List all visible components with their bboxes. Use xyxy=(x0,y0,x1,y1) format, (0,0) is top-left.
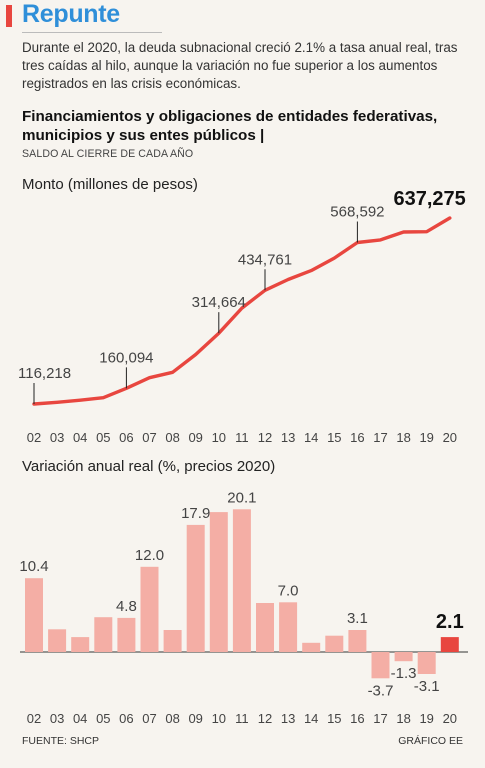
bar-x-tick: 15 xyxy=(327,711,341,726)
bar-02 xyxy=(25,578,43,652)
bar-10 xyxy=(209,512,228,652)
line-data-label: 314,664 xyxy=(192,294,246,311)
line-data-label: 568,592 xyxy=(330,204,384,221)
bar-data-label: 20.1 xyxy=(227,489,256,506)
bar-05 xyxy=(94,617,113,652)
bar-chart-title: Variación anual real (%, precios 2020) xyxy=(22,458,276,475)
bar-data-label: 4.8 xyxy=(116,598,137,615)
line-x-tick: 11 xyxy=(235,430,249,445)
line-data-label: 434,761 xyxy=(238,251,292,268)
intro-text: Durante el 2020, la deuda subnacional cr… xyxy=(22,40,458,91)
line-x-tick: 09 xyxy=(188,430,202,445)
line-series xyxy=(32,216,452,406)
line-x-tick: 20 xyxy=(443,430,457,445)
line-x-tick: 12 xyxy=(258,430,272,445)
bar-x-tick: 05 xyxy=(96,711,110,726)
line-x-tick: 08 xyxy=(165,430,179,445)
accent-bar xyxy=(6,5,12,27)
bar-08 xyxy=(163,630,182,652)
bar-x-tick: 14 xyxy=(304,711,318,726)
graphic-credit: GRÁFICO EE xyxy=(398,735,463,747)
line-x-tick: 14 xyxy=(304,430,318,445)
bar-07 xyxy=(140,566,159,652)
line-x-tick: 13 xyxy=(281,430,295,445)
bar-data-label: 10.4 xyxy=(19,558,48,575)
chart-title: Financiamientos y obligaciones de entida… xyxy=(22,108,438,144)
bar-x-tick: 07 xyxy=(142,711,156,726)
line-data-label: 116,218 xyxy=(18,365,71,382)
bar-x-tick: 10 xyxy=(212,711,226,726)
bar-data-label: 7.0 xyxy=(278,582,299,599)
bar-03 xyxy=(48,629,67,652)
bar-x-tick: 09 xyxy=(188,711,202,726)
bar-12 xyxy=(256,603,274,652)
bar-x-tick: 03 xyxy=(50,711,64,726)
bar-11 xyxy=(232,509,251,652)
bar-x-tick: 04 xyxy=(73,711,87,726)
line-x-tick: 04 xyxy=(73,430,87,445)
line-x-tick: 02 xyxy=(27,430,41,445)
bar-04 xyxy=(71,637,90,652)
bar-x-tick: 11 xyxy=(235,711,249,726)
bar-x-tick: 02 xyxy=(27,711,41,726)
line-chart-title: Monto (millones de pesos) xyxy=(22,176,198,193)
bar-09 xyxy=(186,524,205,652)
bar-data-label: 3.1 xyxy=(347,610,368,627)
line-data-label: 160,094 xyxy=(99,349,153,366)
bar-06 xyxy=(117,617,136,652)
brand-title: Repunte xyxy=(22,0,120,28)
bar-data-label: -3.1 xyxy=(414,678,440,695)
bar-x-tick: 13 xyxy=(281,711,295,726)
bar-14 xyxy=(302,642,321,652)
bar-x-tick: 16 xyxy=(350,711,364,726)
line-x-tick: 19 xyxy=(419,430,433,445)
chart-subtitle: SALDO AL CIERRE DE CADA AÑO xyxy=(22,148,194,160)
bar-label-highlight: 2.1 xyxy=(436,611,464,633)
bar-x-tick: 08 xyxy=(165,711,179,726)
bar-18 xyxy=(394,652,413,662)
bar-20 xyxy=(440,637,459,652)
bar-x-tick: 06 xyxy=(119,711,133,726)
bar-x-tick: 18 xyxy=(396,711,410,726)
bar-x-tick: 12 xyxy=(258,711,272,726)
bar-13 xyxy=(279,602,298,652)
line-x-tick: 07 xyxy=(142,430,156,445)
line-x-tick: 15 xyxy=(327,430,341,445)
bar-19 xyxy=(417,652,436,674)
bar-x-tick: 19 xyxy=(419,711,433,726)
bar-data-label: -1.3 xyxy=(391,665,417,682)
line-x-tick: 16 xyxy=(350,430,364,445)
bar-data-label: 17.9 xyxy=(181,505,210,522)
source-note: FUENTE: SHCP xyxy=(22,735,100,747)
brand-rule xyxy=(22,32,162,33)
line-x-tick: 03 xyxy=(50,430,64,445)
bar-data-label: -3.7 xyxy=(368,682,394,699)
bar-17 xyxy=(371,652,390,679)
bar-x-tick: 17 xyxy=(373,711,387,726)
line-x-tick: 10 xyxy=(212,430,226,445)
bar-data-label: 12.0 xyxy=(135,547,164,564)
bar-x-tick: 20 xyxy=(443,711,457,726)
line-x-tick: 06 xyxy=(119,430,133,445)
line-label-highlight: 637,275 xyxy=(394,188,466,210)
line-x-tick: 18 xyxy=(396,430,410,445)
line-x-tick: 17 xyxy=(373,430,387,445)
line-x-tick: 05 xyxy=(96,430,110,445)
bar-16 xyxy=(348,630,367,652)
bar-15 xyxy=(325,635,344,652)
